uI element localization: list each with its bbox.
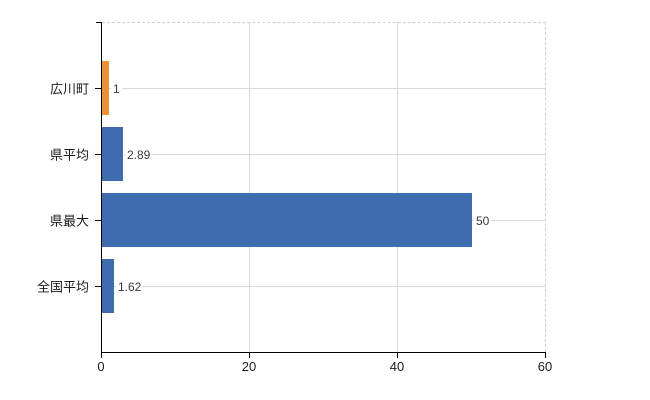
bar-広川町 (102, 61, 109, 115)
category-label: 全国平均 (36, 279, 89, 295)
vertical-gridline (397, 22, 398, 352)
x-tick-label: 40 (389, 359, 405, 374)
plot-frame-top (102, 22, 546, 23)
y-axis-tick (95, 220, 101, 221)
bar-全国平均 (102, 259, 114, 313)
x-tick-label: 0 (97, 359, 105, 374)
x-tick-label: 60 (537, 359, 553, 374)
x-axis-tick (397, 353, 398, 358)
x-tick-label: 20 (241, 359, 257, 374)
bar-value-label: 50 (474, 213, 492, 229)
x-axis-tick (249, 353, 250, 358)
plot-frame-right (545, 22, 546, 352)
y-axis (101, 22, 102, 358)
x-axis-tick (545, 353, 546, 358)
vertical-gridline (249, 22, 250, 352)
y-axis-tick (95, 154, 101, 155)
horizontal-gridline (102, 88, 545, 89)
y-axis-end-tick (96, 22, 101, 23)
x-axis-tick (101, 353, 102, 358)
bar-value-label: 1 (111, 81, 122, 97)
bar-県平均 (102, 127, 123, 181)
category-label: 県平均 (49, 147, 89, 163)
category-label: 県最大 (49, 213, 89, 229)
bar-value-label: 2.89 (125, 147, 153, 163)
bar-県最大 (102, 193, 472, 247)
horizontal-gridline (102, 154, 545, 155)
y-axis-tick (95, 88, 101, 89)
y-axis-tick (95, 286, 101, 287)
horizontal-gridline (102, 286, 545, 287)
category-label: 広川町 (49, 81, 89, 97)
bar-value-label: 1.62 (116, 279, 144, 295)
x-axis (101, 352, 546, 353)
